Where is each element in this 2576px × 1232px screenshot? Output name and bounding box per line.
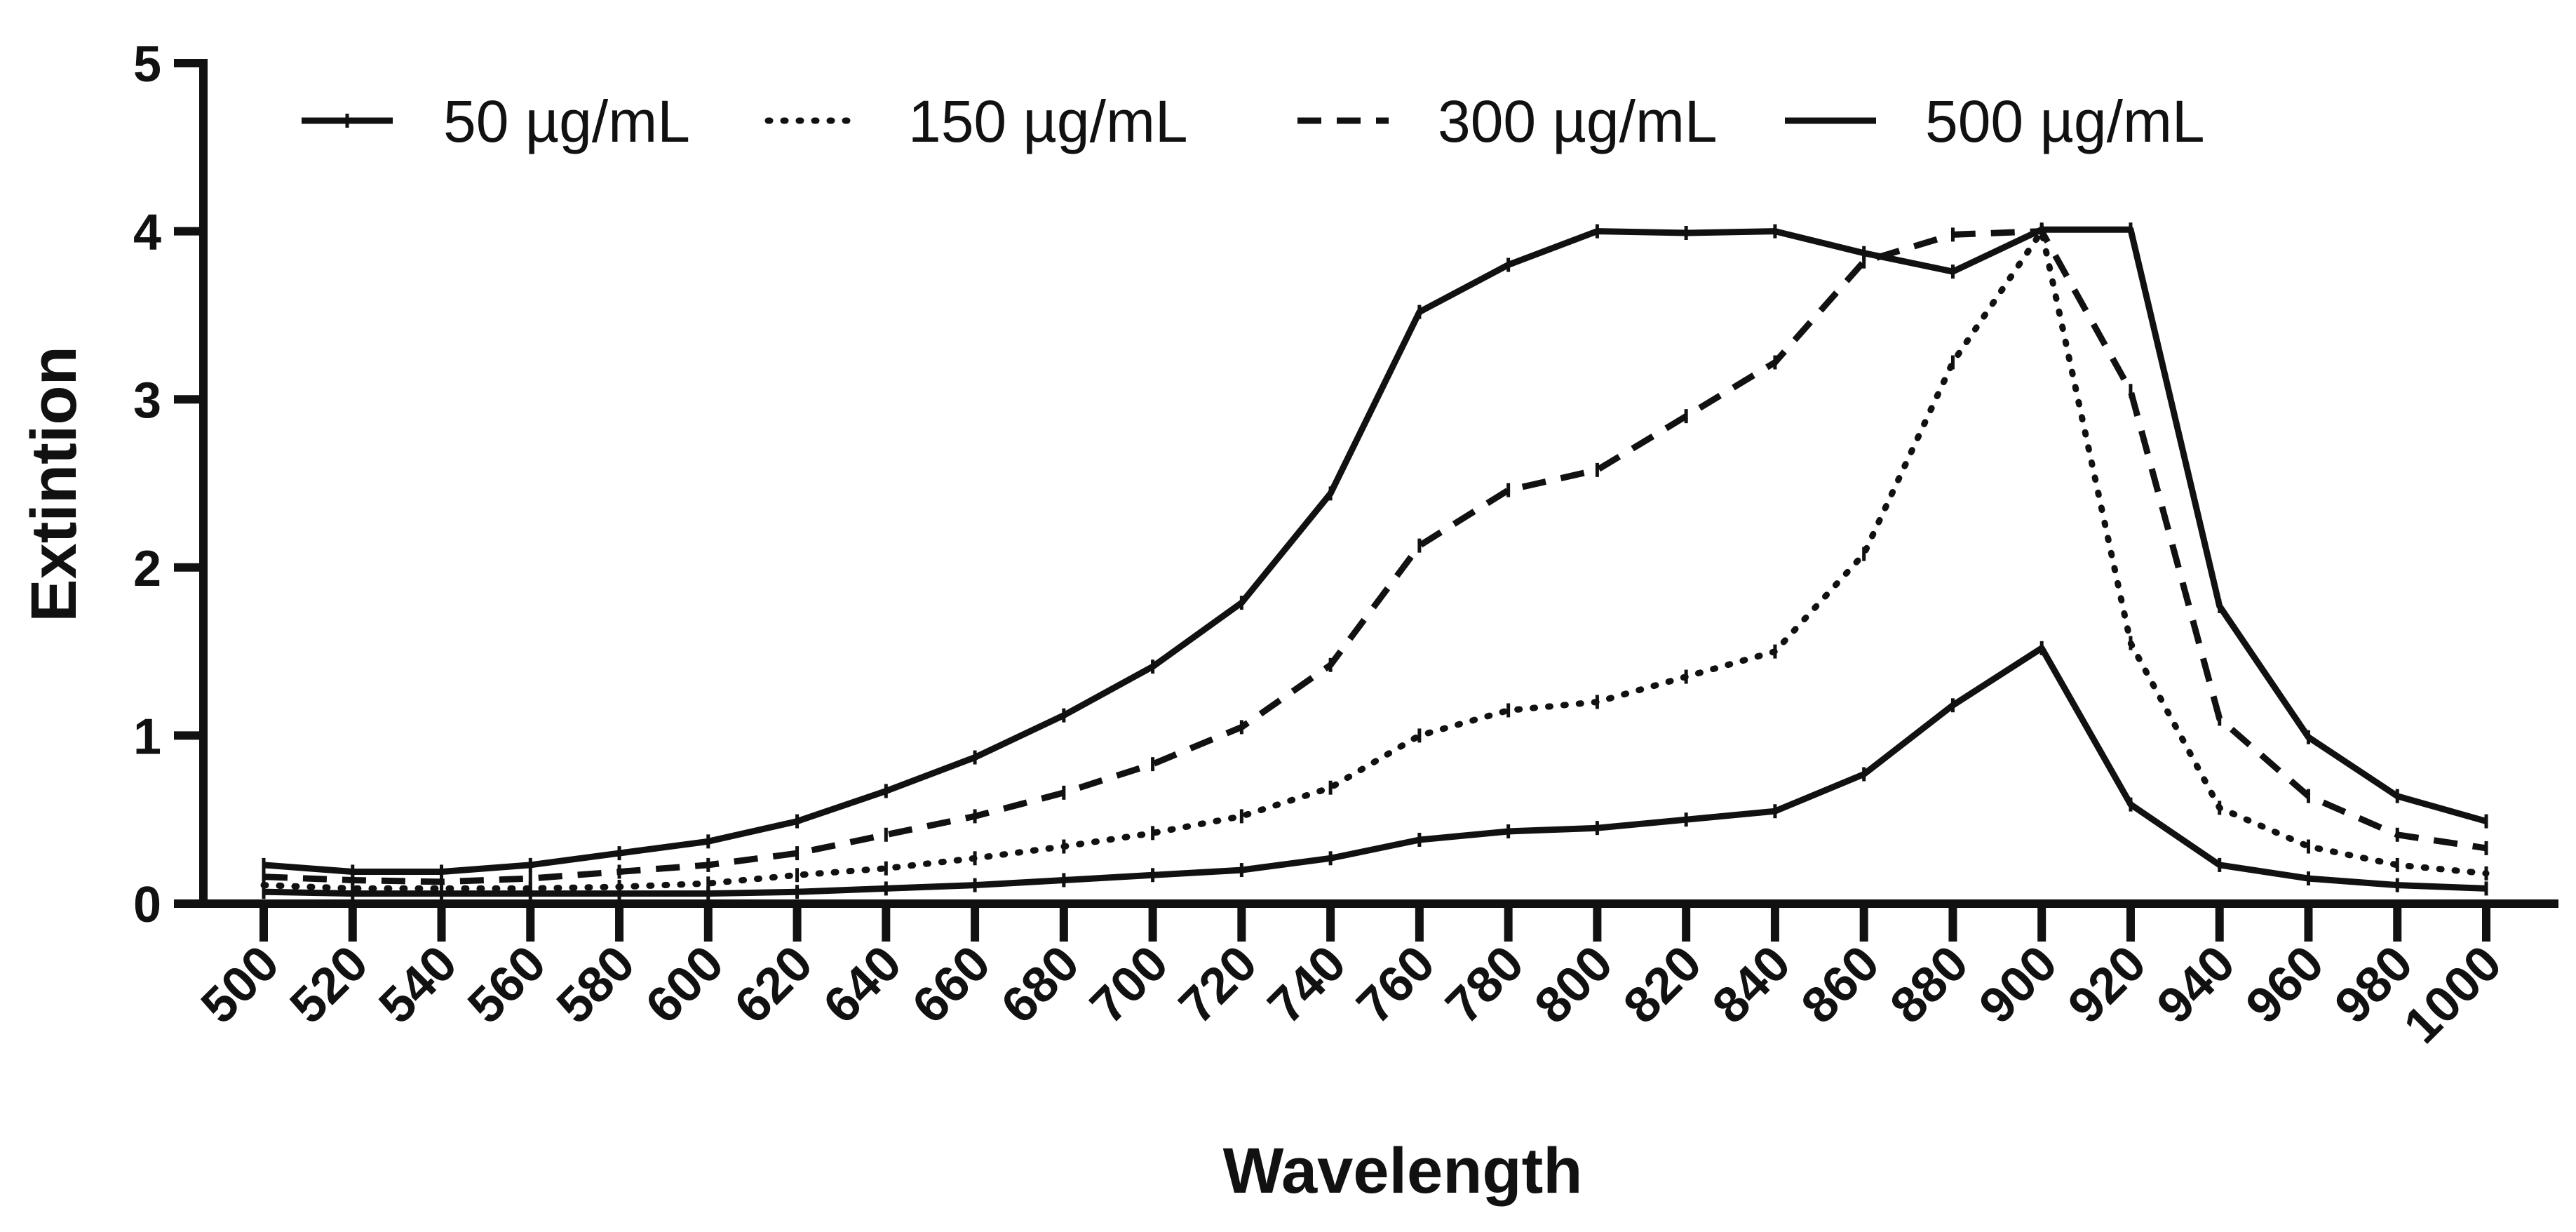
y-tick-label-5: 5	[133, 36, 161, 93]
x-tick-label-580: 580	[546, 935, 646, 1035]
x-tick-label-820: 820	[1613, 935, 1713, 1035]
legend: 50 µg/mL 150 µg/mL 300 µg/mL 500 µg/mL	[302, 88, 2205, 154]
x-tick-label-620: 620	[724, 935, 823, 1035]
series-line-4	[263, 226, 2488, 875]
y-tick-label-3: 3	[133, 373, 161, 429]
x-tick-label-740: 740	[1257, 935, 1357, 1035]
x-tick-label-900: 900	[1969, 935, 2068, 1035]
x-tick-label-500: 500	[191, 935, 290, 1035]
y-tick-label-4: 4	[133, 205, 161, 261]
x-tick-label-960: 960	[2235, 935, 2335, 1035]
x-tick-label-860: 860	[1791, 935, 1890, 1035]
x-tick-label-680: 680	[991, 935, 1091, 1035]
y-tick-label-0: 0	[133, 877, 161, 933]
series-line-2	[260, 228, 2490, 892]
x-tick-label-560: 560	[457, 935, 557, 1035]
x-tick-label-800: 800	[1524, 935, 1624, 1035]
y-axis-title: Extintion	[18, 346, 90, 622]
series-line-1	[263, 645, 2487, 897]
y-tick-label-2: 2	[133, 541, 161, 597]
x-tick-label-940: 940	[2147, 935, 2246, 1035]
x-axis-title: Wavelength	[1223, 1135, 1583, 1207]
x-tick-label-660: 660	[902, 935, 1002, 1035]
legend-label-2: 150 µg/mL	[908, 88, 1188, 154]
x-tick-label-840: 840	[1702, 935, 1802, 1035]
x-tick-label-780: 780	[1435, 935, 1535, 1035]
legend-label-3: 300 µg/mL	[1438, 88, 1718, 154]
series-line-3	[263, 228, 2487, 885]
legend-label-4: 500 µg/mL	[1925, 88, 2205, 154]
x-tick-label-720: 720	[1168, 935, 1268, 1035]
x-tick-label-540: 540	[368, 935, 468, 1035]
plot-area: 0123455005205405605806006206406606807007…	[133, 36, 2558, 1054]
x-tick-label-920: 920	[2058, 935, 2157, 1035]
legend-label-1: 50 µg/mL	[443, 88, 690, 154]
y-tick-label-1: 1	[133, 709, 161, 765]
x-tick-label-880: 880	[1880, 935, 1979, 1035]
x-tick-label-700: 700	[1079, 935, 1179, 1035]
x-tick-label-760: 760	[1347, 935, 1446, 1035]
x-tick-label-1000: 1000	[2393, 935, 2512, 1054]
x-tick-label-520: 520	[280, 935, 379, 1035]
x-tick-label-600: 600	[635, 935, 735, 1035]
x-tick-label-640: 640	[813, 935, 912, 1035]
